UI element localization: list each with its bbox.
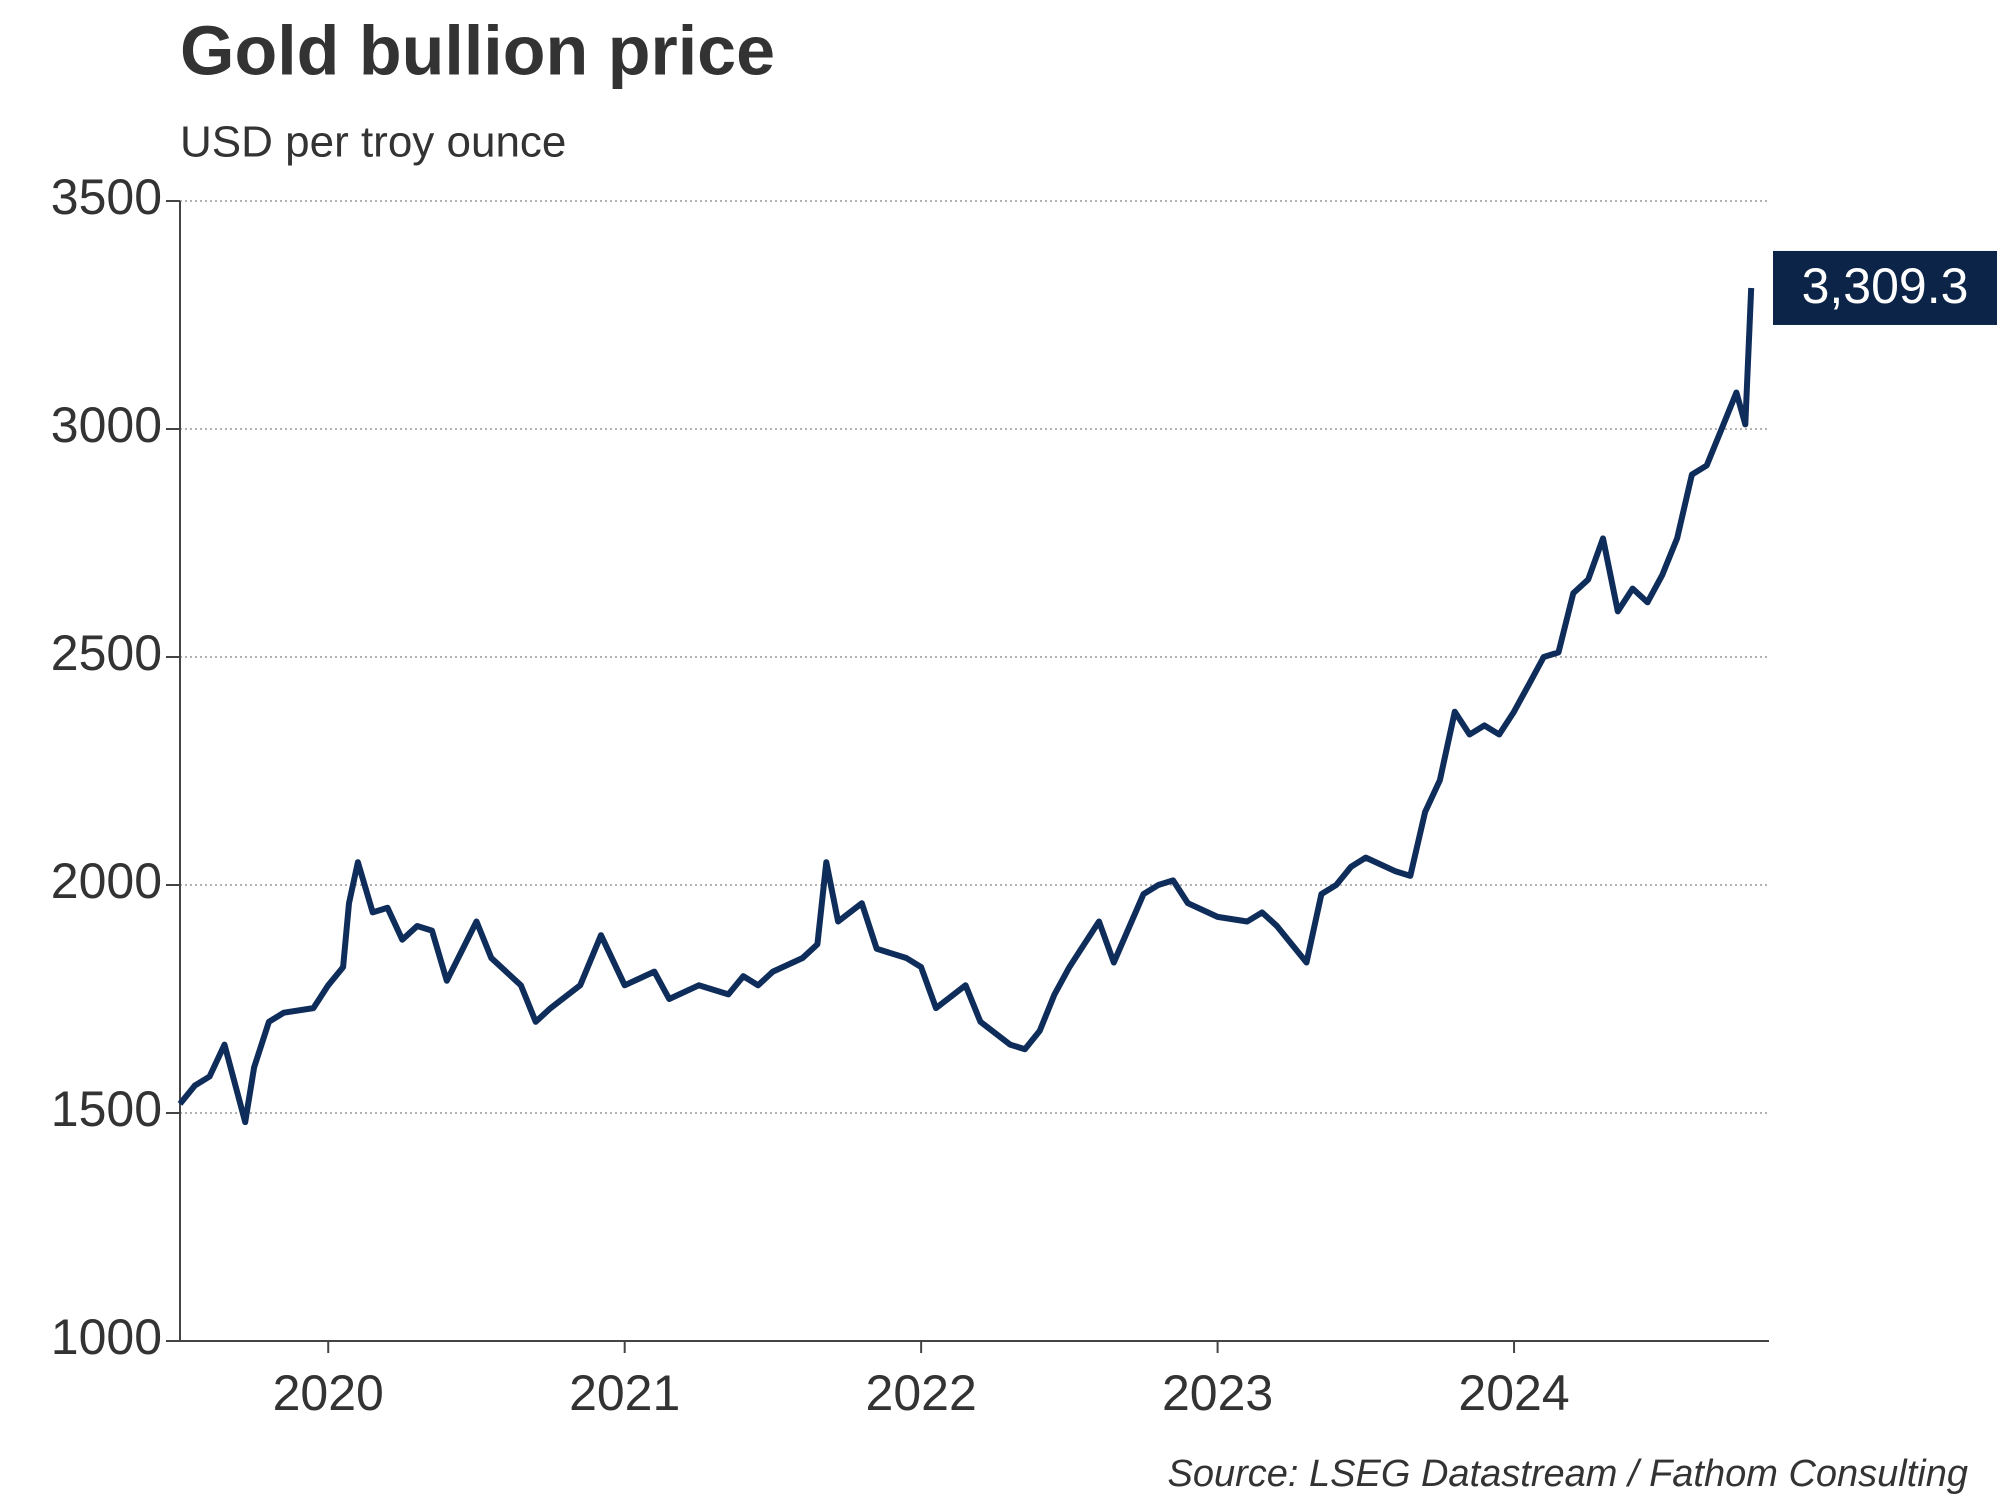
value-label-box	[1773, 250, 1997, 325]
x-tick-label: 2021	[569, 1365, 680, 1421]
chart-subtitle: USD per troy ounce	[180, 118, 566, 167]
chart-title: Gold bullion price	[180, 11, 775, 89]
source-note: Source: LSEG Datastream / Fathom Consult…	[1168, 1453, 1968, 1495]
y-tick-label: 2500	[51, 625, 162, 681]
y-tick-label: 1000	[51, 1309, 162, 1365]
x-tick-label: 2022	[866, 1365, 977, 1421]
x-tick-label: 2024	[1458, 1365, 1569, 1421]
y-tick-label: 3500	[51, 169, 162, 225]
value-label: 3,309.3	[1802, 258, 1969, 314]
y-tick-label: 1500	[51, 1081, 162, 1137]
price-line	[177, 287, 1755, 1126]
x-tick-label: 2023	[1162, 1365, 1273, 1421]
x-tick-label: 2020	[273, 1365, 384, 1421]
y-tick-label: 2000	[51, 853, 162, 909]
y-tick-label: 3000	[51, 397, 162, 453]
